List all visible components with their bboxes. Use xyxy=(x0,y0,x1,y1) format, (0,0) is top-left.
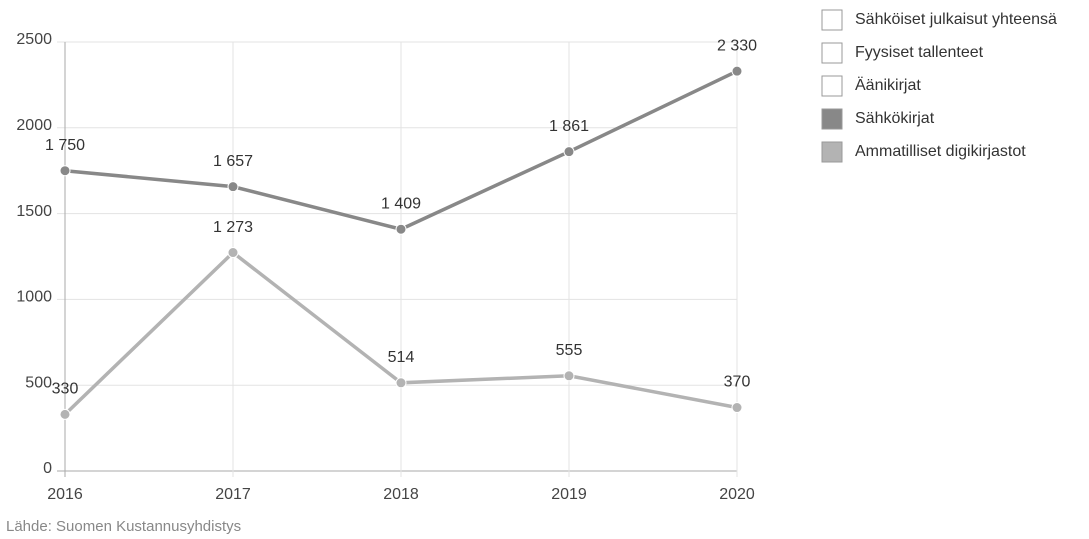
data-label: 555 xyxy=(556,342,583,359)
x-tick-label: 2020 xyxy=(719,486,755,503)
point xyxy=(59,408,71,420)
x-tick-label: 2016 xyxy=(47,486,83,503)
x-tick-label: 2018 xyxy=(383,486,419,503)
legend-swatch xyxy=(821,141,843,163)
legend-swatch xyxy=(821,75,843,97)
data-label: 1 657 xyxy=(213,153,253,170)
x-tick-label: 2017 xyxy=(215,486,251,503)
data-label: 1 409 xyxy=(381,195,421,212)
data-label: 330 xyxy=(52,381,79,398)
source: Lähde: Suomen Kustannusyhdistys xyxy=(6,518,241,535)
legend-swatch xyxy=(821,108,843,130)
point xyxy=(731,65,743,77)
point xyxy=(731,402,743,414)
data-label: 2 330 xyxy=(717,37,757,54)
y-tick-label: 1000 xyxy=(16,289,52,306)
point xyxy=(59,165,71,177)
y-tick-label: 2000 xyxy=(16,117,52,134)
point xyxy=(563,146,575,158)
legend-label: Äänikirjat xyxy=(855,76,921,94)
data-label: 1 273 xyxy=(213,219,253,236)
data-label: 1 861 xyxy=(549,118,589,135)
y-tick-label: 500 xyxy=(25,374,52,391)
y-tick-label: 0 xyxy=(43,460,52,477)
legend-swatch xyxy=(821,9,843,31)
legend-label: Ammatilliset digikirjastot xyxy=(855,143,1026,160)
point xyxy=(227,247,239,259)
legend-label: Sähköiset julkaisut yhteensä xyxy=(855,11,1057,28)
legend-swatch xyxy=(821,42,843,64)
point xyxy=(395,223,407,235)
x-tick-label: 2019 xyxy=(551,486,587,503)
legend-label: Sähkökirjat xyxy=(855,110,935,127)
y-tick-label: 1500 xyxy=(16,203,52,220)
legend-label: Fyysiset tallenteet xyxy=(855,44,984,61)
data-label: 1 750 xyxy=(45,137,85,154)
point xyxy=(227,181,239,193)
y-tick-label: 2500 xyxy=(16,31,52,48)
point xyxy=(563,370,575,382)
point xyxy=(395,377,407,389)
data-label: 514 xyxy=(388,349,415,366)
data-label: 370 xyxy=(724,374,751,391)
